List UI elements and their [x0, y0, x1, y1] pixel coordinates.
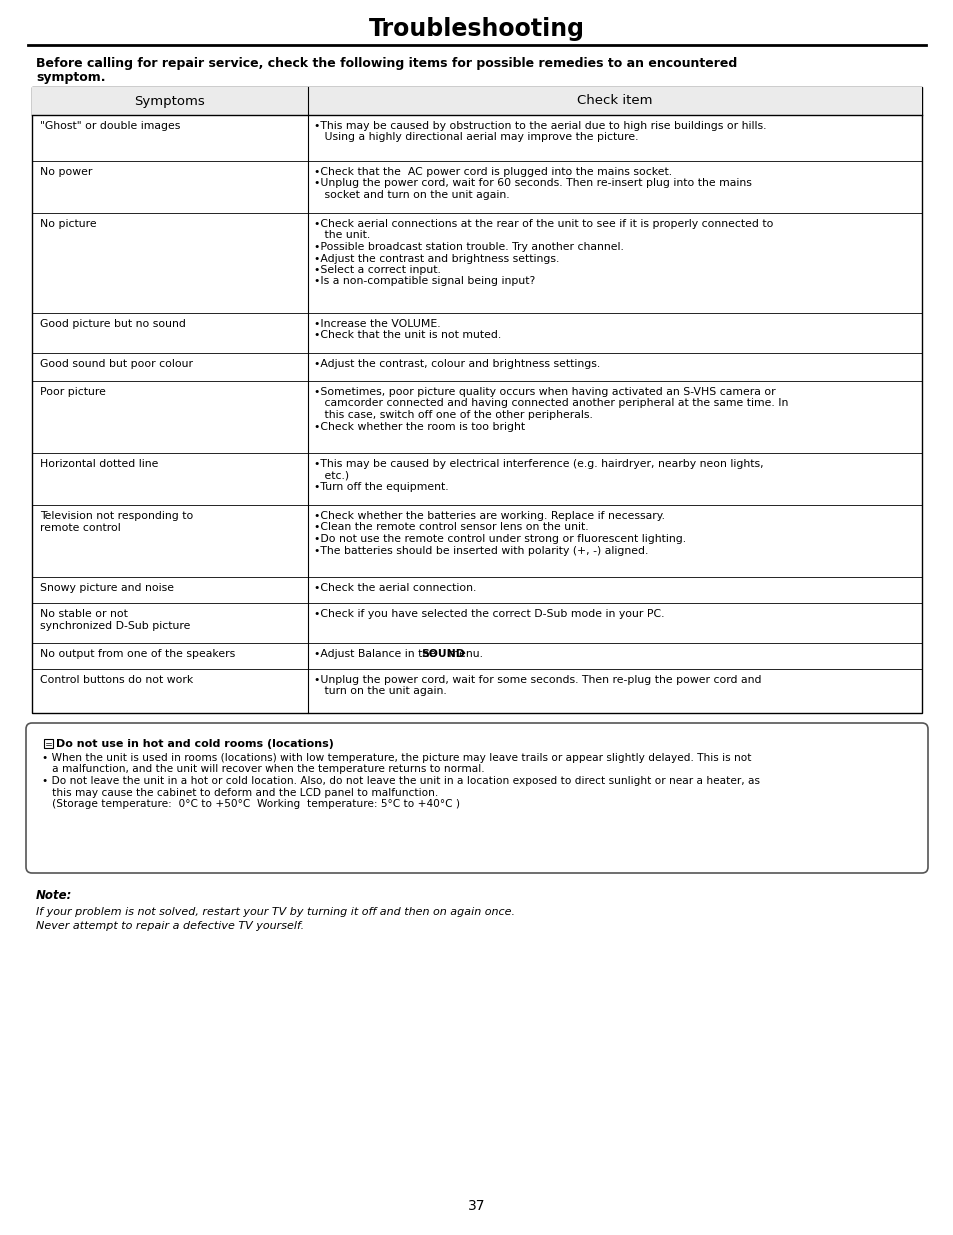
- Text: Poor picture: Poor picture: [40, 387, 106, 396]
- Text: Troubleshooting: Troubleshooting: [369, 17, 584, 41]
- Text: Control buttons do not work: Control buttons do not work: [40, 676, 193, 685]
- Text: •Do not use the remote control under strong or fluorescent lighting.: •Do not use the remote control under str…: [314, 534, 685, 543]
- Text: Note:: Note:: [36, 889, 72, 902]
- Text: •Unplug the power cord, wait for 60 seconds. Then re-insert plug into the mains: •Unplug the power cord, wait for 60 seco…: [314, 179, 751, 189]
- Text: Television not responding to
remote control: Television not responding to remote cont…: [40, 511, 193, 532]
- Text: If your problem is not solved, restart your TV by turning it off and then on aga: If your problem is not solved, restart y…: [36, 906, 515, 918]
- Text: Check item: Check item: [577, 95, 652, 107]
- Text: No picture: No picture: [40, 219, 96, 228]
- Text: etc.): etc.): [314, 471, 349, 480]
- Text: SOUND: SOUND: [420, 650, 464, 659]
- Text: No power: No power: [40, 167, 92, 177]
- Text: Good picture but no sound: Good picture but no sound: [40, 319, 186, 329]
- Text: •Check whether the room is too bright: •Check whether the room is too bright: [314, 421, 524, 431]
- Text: •Adjust the contrast, colour and brightness settings.: •Adjust the contrast, colour and brightn…: [314, 359, 599, 369]
- Text: Snowy picture and noise: Snowy picture and noise: [40, 583, 173, 593]
- Text: •Adjust the contrast and brightness settings.: •Adjust the contrast and brightness sett…: [314, 253, 558, 263]
- Text: •Check that the unit is not muted.: •Check that the unit is not muted.: [314, 331, 500, 341]
- Text: • When the unit is used in rooms (locations) with low temperature, the picture m: • When the unit is used in rooms (locati…: [42, 753, 751, 763]
- Text: •Is a non-compatible signal being input?: •Is a non-compatible signal being input?: [314, 277, 535, 287]
- Text: •This may be caused by electrical interference (e.g. hairdryer, nearby neon ligh: •This may be caused by electrical interf…: [314, 459, 762, 469]
- Text: 37: 37: [468, 1199, 485, 1213]
- Bar: [32, 86, 921, 115]
- Text: camcorder connected and having connected another peripheral at the same time. In: camcorder connected and having connected…: [314, 399, 787, 409]
- Text: •Turn off the equipment.: •Turn off the equipment.: [314, 482, 448, 492]
- Text: •Check if you have selected the correct D-Sub mode in your PC.: •Check if you have selected the correct …: [314, 609, 664, 619]
- Text: "Ghost" or double images: "Ghost" or double images: [40, 121, 180, 131]
- Text: •Check whether the batteries are working. Replace if necessary.: •Check whether the batteries are working…: [314, 511, 664, 521]
- Text: •This may be caused by obstruction to the aerial due to high rise buildings or h: •This may be caused by obstruction to th…: [314, 121, 765, 131]
- Text: •Select a correct input.: •Select a correct input.: [314, 266, 440, 275]
- Text: Good sound but poor colour: Good sound but poor colour: [40, 359, 193, 369]
- Text: No stable or not
synchronized D-Sub picture: No stable or not synchronized D-Sub pict…: [40, 609, 191, 631]
- Text: Before calling for repair service, check the following items for possible remedi: Before calling for repair service, check…: [36, 57, 737, 70]
- Text: menu.: menu.: [445, 650, 483, 659]
- Text: • Do not leave the unit in a hot or cold location. Also, do not leave the unit i: • Do not leave the unit in a hot or cold…: [42, 776, 760, 785]
- Text: symptom.: symptom.: [36, 70, 106, 84]
- Text: •Unplug the power cord, wait for some seconds. Then re-plug the power cord and: •Unplug the power cord, wait for some se…: [314, 676, 760, 685]
- Text: Using a highly directional aerial may improve the picture.: Using a highly directional aerial may im…: [314, 132, 638, 142]
- Text: socket and turn on the unit again.: socket and turn on the unit again.: [314, 190, 509, 200]
- Text: Symptoms: Symptoms: [134, 95, 205, 107]
- Text: Do not use in hot and cold rooms (locations): Do not use in hot and cold rooms (locati…: [56, 739, 334, 748]
- Text: No output from one of the speakers: No output from one of the speakers: [40, 650, 235, 659]
- Bar: [44, 739, 53, 748]
- Text: (Storage temperature:  0°C to +50°C  Working  temperature: 5°C to +40°C ): (Storage temperature: 0°C to +50°C Worki…: [42, 799, 459, 809]
- Bar: [32, 86, 921, 713]
- Text: •Check that the  AC power cord is plugged into the mains socket.: •Check that the AC power cord is plugged…: [314, 167, 672, 177]
- Text: •Sometimes, poor picture quality occurs when having activated an S-VHS camera or: •Sometimes, poor picture quality occurs …: [314, 387, 775, 396]
- Text: turn on the unit again.: turn on the unit again.: [314, 687, 446, 697]
- Text: •Check aerial connections at the rear of the unit to see if it is properly conne: •Check aerial connections at the rear of…: [314, 219, 773, 228]
- Text: a malfunction, and the unit will recover when the temperature returns to normal.: a malfunction, and the unit will recover…: [42, 764, 484, 774]
- Text: •Adjust Balance in the: •Adjust Balance in the: [314, 650, 439, 659]
- Text: this case, switch off one of the other peripherals.: this case, switch off one of the other p…: [314, 410, 592, 420]
- Text: Horizontal dotted line: Horizontal dotted line: [40, 459, 158, 469]
- Text: •The batteries should be inserted with polarity (+, -) aligned.: •The batteries should be inserted with p…: [314, 546, 648, 556]
- Text: •Clean the remote control sensor lens on the unit.: •Clean the remote control sensor lens on…: [314, 522, 588, 532]
- Text: the unit.: the unit.: [314, 231, 370, 241]
- Text: •Check the aerial connection.: •Check the aerial connection.: [314, 583, 476, 593]
- Text: Never attempt to repair a defective TV yourself.: Never attempt to repair a defective TV y…: [36, 921, 304, 931]
- Text: this may cause the cabinet to deform and the LCD panel to malfunction.: this may cause the cabinet to deform and…: [42, 788, 437, 798]
- Text: •Increase the VOLUME.: •Increase the VOLUME.: [314, 319, 440, 329]
- Text: •Possible broadcast station trouble. Try another channel.: •Possible broadcast station trouble. Try…: [314, 242, 623, 252]
- FancyBboxPatch shape: [26, 722, 927, 873]
